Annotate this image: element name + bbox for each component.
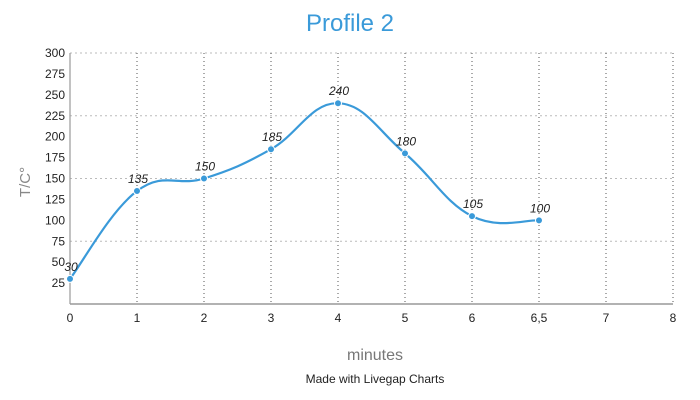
x-tick-label: 6 bbox=[469, 311, 476, 325]
x-axis-label: minutes bbox=[346, 347, 404, 364]
data-value-label: 100 bbox=[530, 201, 550, 215]
data-value-label: 105 bbox=[463, 197, 483, 211]
data-value-label: 30 bbox=[64, 260, 78, 274]
data-point[interactable] bbox=[66, 274, 74, 283]
y-tick-label: 275 bbox=[45, 67, 65, 81]
data-value-label: 135 bbox=[128, 172, 148, 186]
y-tick-label: 175 bbox=[45, 151, 65, 165]
y-tick-label: 100 bbox=[45, 213, 65, 227]
data-points bbox=[66, 99, 543, 283]
data-labels: 30 135 150 185 240 180 105 100 bbox=[64, 84, 550, 274]
data-point[interactable] bbox=[468, 212, 476, 221]
y-tick-label: 150 bbox=[45, 172, 65, 186]
x-tick-label: 7 bbox=[603, 311, 610, 325]
x-tick-label: 1 bbox=[134, 311, 141, 325]
data-value-label: 240 bbox=[328, 84, 349, 98]
x-tick-label: 3 bbox=[268, 311, 275, 325]
gridlines bbox=[70, 52, 674, 304]
x-tick-label: 6,5 bbox=[531, 311, 548, 325]
y-tick-label: 225 bbox=[45, 109, 65, 123]
x-tick-label: 4 bbox=[335, 311, 342, 325]
y-tick-label: 200 bbox=[45, 130, 65, 144]
data-point[interactable] bbox=[133, 187, 141, 196]
x-tick-label: 8 bbox=[670, 311, 677, 325]
credit-text: Made with Livegap Charts bbox=[305, 372, 445, 386]
data-value-label: 180 bbox=[396, 134, 416, 148]
data-value-label: 185 bbox=[262, 130, 282, 144]
data-point[interactable] bbox=[401, 149, 409, 158]
data-point[interactable] bbox=[334, 99, 342, 108]
data-value-label: 150 bbox=[195, 160, 215, 174]
y-tick-label: 75 bbox=[52, 234, 66, 248]
y-axis-label: T/C° bbox=[17, 167, 34, 197]
y-axis-ticks: 25 50 75 100 125 150 175 200 225 250 275 300 bbox=[45, 46, 65, 290]
axes bbox=[69, 53, 673, 305]
chart-title: Profile 2 bbox=[305, 10, 395, 37]
x-tick-label: 5 bbox=[402, 311, 409, 325]
data-point[interactable] bbox=[200, 174, 208, 183]
x-axis-ticks: 0 1 2 3 4 5 6 6,5 7 8 bbox=[67, 311, 677, 325]
y-tick-label: 125 bbox=[45, 192, 65, 206]
data-point[interactable] bbox=[267, 145, 275, 154]
x-tick-label: 2 bbox=[201, 311, 208, 325]
y-tick-label: 250 bbox=[45, 88, 65, 102]
x-tick-label: 0 bbox=[67, 311, 74, 325]
data-point[interactable] bbox=[535, 216, 543, 225]
y-tick-label: 300 bbox=[45, 46, 65, 60]
y-tick-label: 50 bbox=[52, 255, 66, 269]
y-tick-label: 25 bbox=[52, 276, 66, 290]
